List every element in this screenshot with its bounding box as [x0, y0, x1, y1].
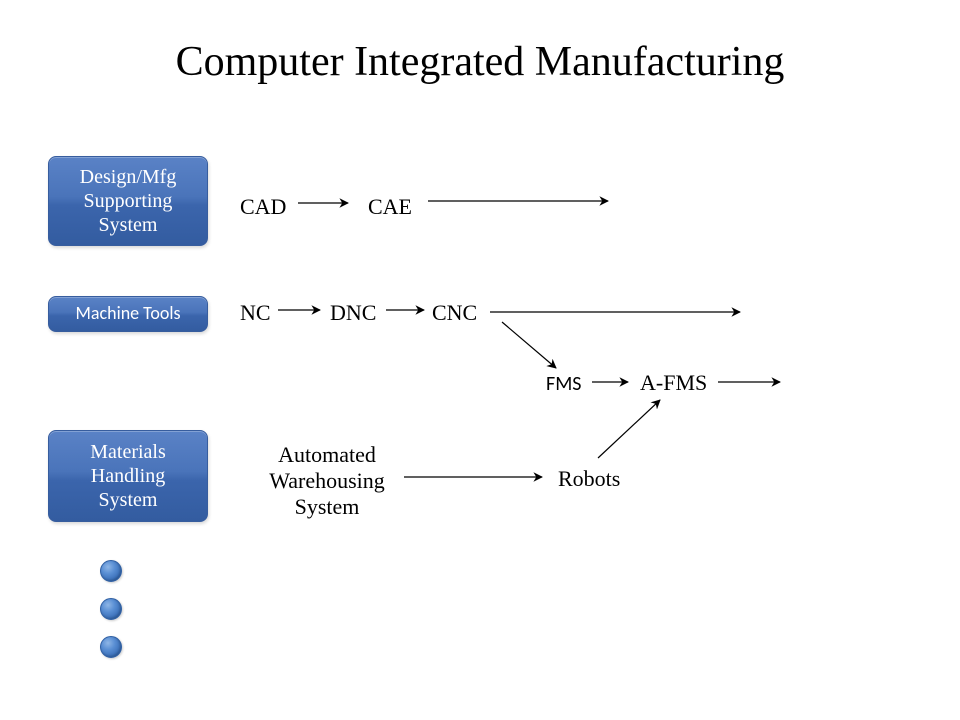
label-dnc: DNC — [330, 300, 376, 326]
box-materials-handling: MaterialsHandlingSystem — [48, 430, 208, 522]
bullet-dot — [100, 636, 122, 658]
box-design-mfg: Design/MfgSupportingSystem — [48, 156, 208, 246]
label-cnc: CNC — [432, 300, 477, 326]
box-machine-tools: Machine Tools — [48, 296, 208, 332]
label-automated-warehousing: AutomatedWarehousingSystem — [252, 442, 402, 520]
box-materials-label: MaterialsHandlingSystem — [90, 440, 166, 512]
box-design-label: Design/MfgSupportingSystem — [80, 165, 177, 237]
label-afms: A-FMS — [640, 370, 707, 396]
bullet-dot — [100, 598, 122, 620]
label-cad: CAD — [240, 194, 286, 220]
arrow — [502, 322, 556, 368]
label-nc: NC — [240, 300, 271, 326]
label-cae: CAE — [368, 194, 412, 220]
slide-title: Computer Integrated Manufacturing — [0, 38, 960, 86]
bullet-dot — [100, 560, 122, 582]
box-machine-label: Machine Tools — [75, 303, 180, 325]
arrow — [598, 400, 660, 458]
label-robots: Robots — [558, 466, 620, 492]
label-fms: FMS — [546, 372, 581, 396]
arrow-layer — [0, 0, 960, 720]
